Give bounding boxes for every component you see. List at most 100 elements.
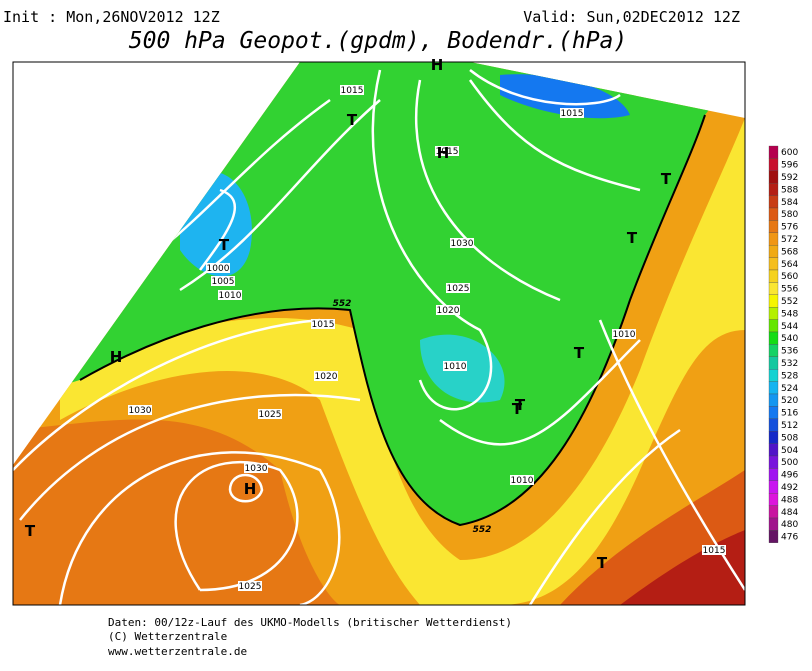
- footer-line: www.wetterzentrale.de: [108, 645, 247, 658]
- colorbar-swatch: [768, 493, 779, 506]
- isobar-label: 1015: [436, 147, 459, 157]
- isobar-label-bg: [218, 290, 242, 300]
- isobars: [13, 69, 745, 605]
- colorbar-label: 488: [781, 495, 798, 505]
- colorbar-swatch: [768, 170, 779, 184]
- colorbar-label: 512: [781, 421, 798, 431]
- colorbar-swatch: [768, 232, 779, 246]
- isobar-label-bg: [211, 276, 235, 286]
- isobar-label: 1015: [312, 320, 335, 330]
- colorbar-swatch: [768, 220, 779, 233]
- colorbar-label: 544: [781, 322, 798, 332]
- pressure-center: T: [597, 554, 608, 572]
- colorbar-label: 528: [781, 371, 798, 381]
- isobar-label: 1020: [315, 372, 338, 382]
- colorbar-label: 588: [781, 185, 798, 195]
- colorbar-swatch: [768, 530, 779, 543]
- colorbar-label: 564: [781, 260, 798, 270]
- colorbar-swatch: [768, 145, 779, 159]
- valid-time: Valid: Sun,02DEC2012 12Z: [523, 8, 740, 26]
- isobar-label-bg: [450, 238, 474, 248]
- colorbar-swatch: [768, 406, 779, 419]
- contour-label: 552: [333, 299, 352, 309]
- colorbar-swatch: [768, 207, 779, 221]
- colorbar-label: 568: [781, 247, 798, 257]
- colorbar-swatch: [768, 455, 779, 469]
- colorbar-swatch: [768, 307, 779, 320]
- pressure-center: H: [244, 480, 257, 498]
- pressure-center: T: [515, 396, 526, 414]
- isobar-label: 1015: [341, 86, 364, 96]
- colorbar-label: 476: [781, 533, 798, 543]
- isobar-label-bg: [443, 361, 467, 371]
- pressure-center: H: [431, 56, 444, 74]
- colorbar-swatch: [768, 505, 779, 519]
- pressure-center: T: [512, 400, 523, 418]
- pressure-center: T: [661, 170, 672, 188]
- map-frame: [12, 61, 746, 606]
- colorbar-label: 548: [781, 309, 798, 319]
- isobar-label: 1005: [212, 277, 235, 287]
- colorbar-swatch: [768, 431, 779, 444]
- colorbar-label: 600: [781, 148, 798, 158]
- isobar-label: 1010: [444, 362, 467, 372]
- colorbar-swatch: [768, 393, 779, 407]
- isobar-label: 1015: [561, 109, 584, 119]
- colorbar-swatch: [768, 418, 779, 432]
- isobar-label-bg: [311, 319, 335, 329]
- pressure-center: H: [437, 144, 450, 162]
- pressure-center: H: [110, 348, 123, 366]
- colorbar-swatch: [768, 183, 779, 196]
- colorbar-swatch: [768, 356, 779, 370]
- isobar-label: 1010: [613, 330, 636, 340]
- colorbar-swatch: [768, 331, 779, 345]
- colorbar: 600 596 592 588 584 580 576 572 568 564 560 556 552 5…: [768, 145, 798, 543]
- contour-552: [79, 114, 706, 527]
- isobar-label-bg: [128, 405, 152, 415]
- init-time: Init : Mon,26NOV2012 12Z: [3, 8, 220, 26]
- pressure-center: T: [574, 344, 585, 362]
- contour-label: 552: [473, 525, 492, 535]
- pressure-center: T: [347, 111, 358, 129]
- colorbar-label: 556: [781, 285, 798, 295]
- colorbar-label: 480: [781, 520, 798, 530]
- colorbar-label: 592: [781, 173, 798, 183]
- footer-line: (C) Wetterzentrale: [108, 630, 227, 643]
- isobar-label: 1015: [703, 546, 726, 556]
- isobar-label-bg: [340, 85, 364, 95]
- colorbar-label: 524: [781, 384, 798, 394]
- isobar-label-bg: [435, 146, 459, 156]
- colorbar-label: 496: [781, 471, 798, 481]
- colorbar-label: 500: [781, 458, 798, 468]
- colorbar-swatch: [768, 245, 779, 258]
- isobar-label-bg: [436, 305, 460, 315]
- colorbar-swatch: [768, 344, 779, 357]
- colorbar-swatch: [768, 468, 779, 481]
- colorbar-label: 536: [781, 347, 798, 357]
- footer-line: Daten: 00/12z-Lauf des UKMO-Modells (bri…: [108, 616, 512, 629]
- pressure-center: T: [25, 522, 36, 540]
- colorbar-swatch: [768, 517, 779, 531]
- colorbar-label: 596: [781, 161, 798, 171]
- yellow-band: [60, 118, 745, 605]
- isobar-label: 1030: [129, 406, 152, 416]
- colorbar-swatch: [768, 294, 779, 308]
- isobar-label-bg: [702, 545, 726, 555]
- isobar-label: 1025: [259, 410, 282, 420]
- isobar-label-bg: [510, 475, 534, 485]
- isobar-label-bg: [314, 371, 338, 381]
- blue-low-north: [500, 74, 630, 119]
- colorbar-swatch: [768, 369, 779, 382]
- isobar-label-bg: [446, 283, 470, 293]
- colorbar-label: 580: [781, 210, 798, 220]
- colorbar-swatch: [768, 381, 779, 395]
- isobar-label-bg: [238, 581, 262, 591]
- colorbar-label: 532: [781, 359, 798, 369]
- isobar-label: 1020: [437, 306, 460, 316]
- isobar-label: 1025: [239, 582, 262, 592]
- colorbar-label: 492: [781, 483, 798, 493]
- colorbar-label: 560: [781, 272, 798, 282]
- colorbar-label: 508: [781, 433, 798, 443]
- colorbar-swatch: [768, 480, 779, 494]
